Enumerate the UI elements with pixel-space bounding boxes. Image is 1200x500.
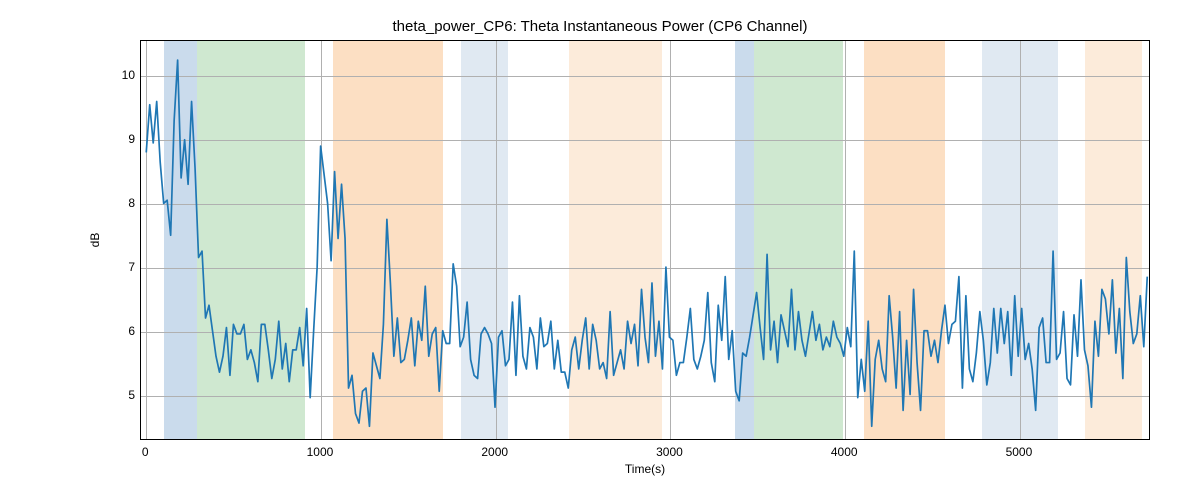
ytick-label: 5 <box>85 388 135 402</box>
ytick-label: 9 <box>85 132 135 146</box>
ytick-label: 10 <box>85 68 135 82</box>
xtick-label: 2000 <box>481 445 508 459</box>
ytick-label: 8 <box>85 196 135 210</box>
plot-area <box>140 40 1150 440</box>
chart-title: theta_power_CP6: Theta Instantaneous Pow… <box>0 18 1200 35</box>
x-axis-label: Time(s) <box>625 462 665 476</box>
ytick-label: 7 <box>85 260 135 274</box>
xtick-label: 1000 <box>307 445 334 459</box>
xtick-label: 3000 <box>656 445 683 459</box>
xtick-label: 5000 <box>1006 445 1033 459</box>
chart-container: theta_power_CP6: Theta Instantaneous Pow… <box>0 0 1200 500</box>
signal-line <box>141 41 1149 439</box>
y-axis-label: dB <box>88 233 102 248</box>
ytick-label: 6 <box>85 324 135 338</box>
xtick-label: 4000 <box>831 445 858 459</box>
xtick-label: 0 <box>142 445 149 459</box>
